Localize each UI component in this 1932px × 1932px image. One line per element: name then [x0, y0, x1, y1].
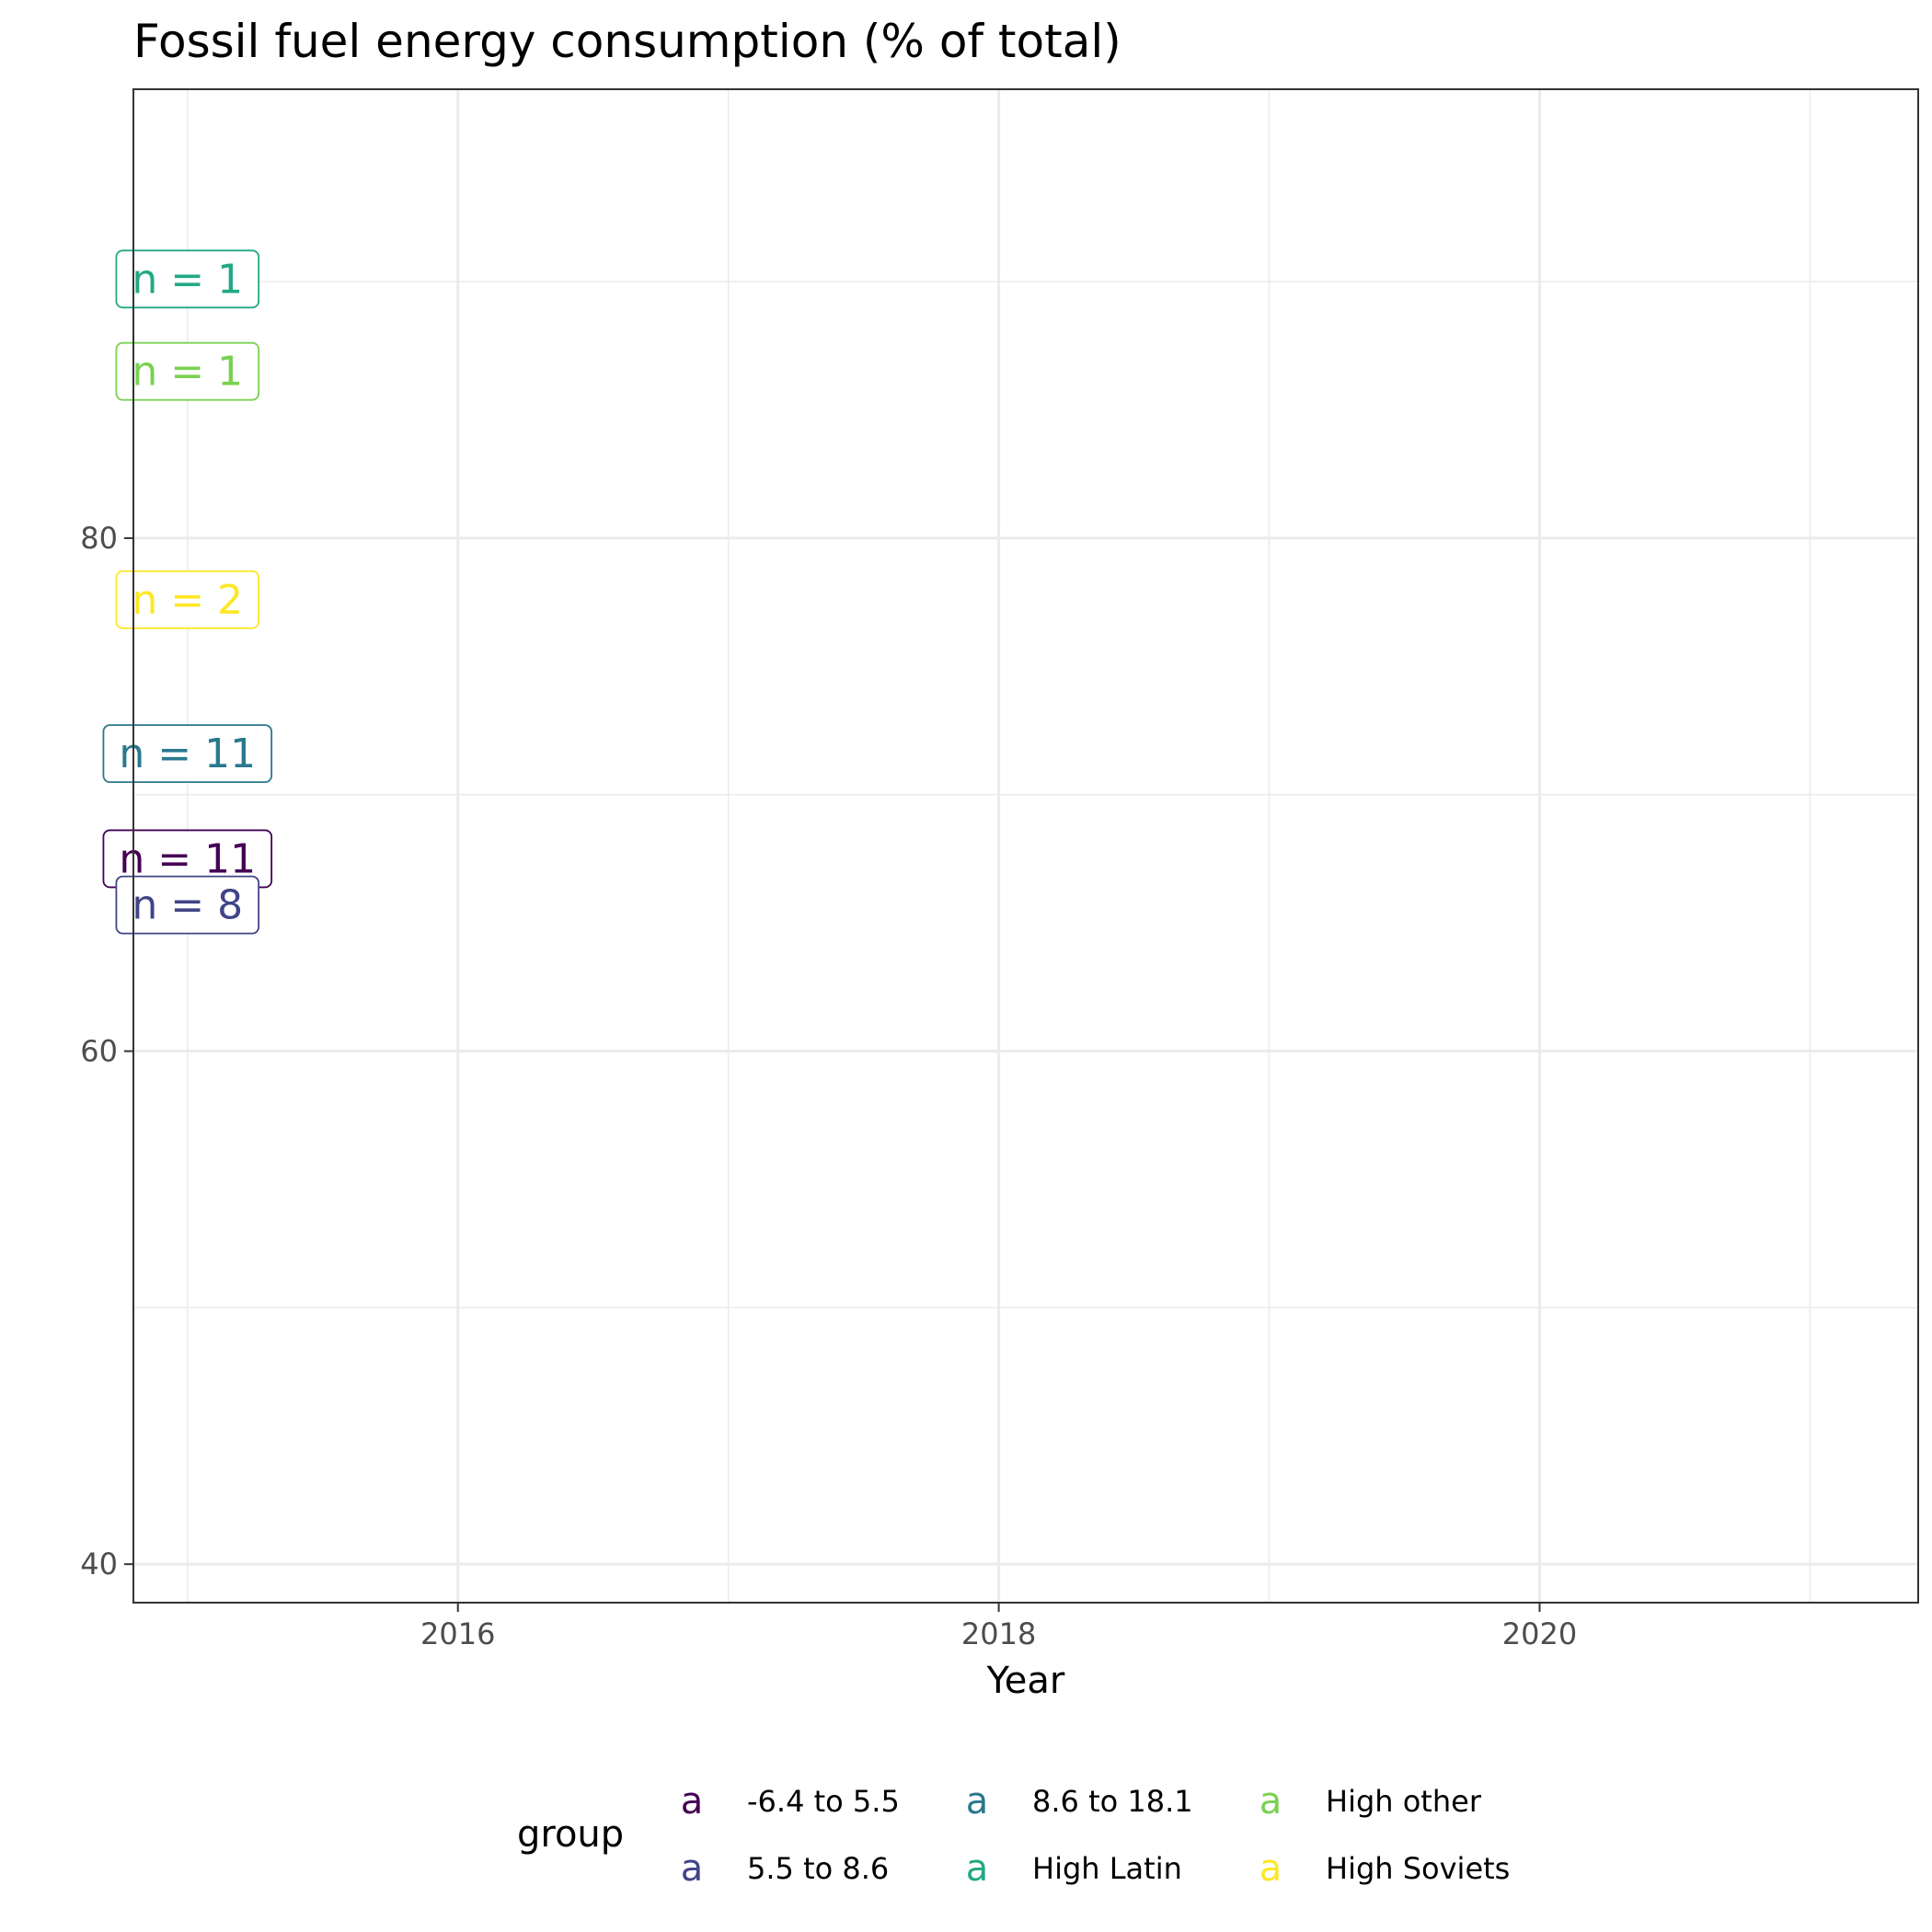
legend-entry-2: a 8.6 to 18.1: [966, 1780, 1193, 1823]
legend-key-3: a: [966, 1847, 989, 1890]
x-tick-label-2: 2020: [1502, 1616, 1577, 1651]
label-text-1: n = 8: [132, 882, 243, 929]
legend-label-3: High Latin: [1032, 1851, 1182, 1886]
data-label-3: n = 1: [115, 249, 260, 309]
label-text-3: n = 1: [132, 256, 243, 303]
plot-border: [132, 88, 1919, 1604]
legend-key-2: a: [966, 1780, 989, 1823]
grid-major: [133, 89, 1918, 1603]
plot-panel: [133, 89, 1918, 1603]
data-label-2: n = 11: [102, 724, 273, 784]
x-axis: 2016 2018 2020: [420, 1603, 1577, 1651]
label-text-5: n = 2: [132, 577, 243, 624]
legend-label-5: High Soviets: [1326, 1851, 1510, 1886]
y-tick-label-1: 60: [80, 1034, 118, 1069]
legend-label-2: 8.6 to 18.1: [1032, 1784, 1193, 1819]
legend-label-1: 5.5 to 8.6: [747, 1851, 889, 1886]
legend-entry-3: a High Latin: [966, 1847, 1182, 1890]
legend: group a -6.4 to 5.5 a 5.5 to 8.6 a 8.6 to 18.…: [517, 1780, 1510, 1890]
legend-label-0: -6.4 to 5.5: [747, 1784, 900, 1819]
legend-key-4: a: [1259, 1780, 1282, 1823]
data-label-4: n = 1: [115, 341, 260, 401]
label-text-2: n = 11: [119, 730, 256, 777]
x-axis-title: Year: [986, 1660, 1065, 1702]
data-label-5: n = 2: [115, 569, 260, 629]
legend-entry-0: a -6.4 to 5.5: [681, 1780, 900, 1823]
legend-entry-5: a High Soviets: [1259, 1847, 1511, 1890]
grid-minor: [133, 89, 1918, 1603]
label-box-2: [102, 724, 273, 784]
legend-key-1: a: [681, 1847, 704, 1890]
label-box-4: [115, 341, 260, 401]
x-tick-label-0: 2016: [420, 1616, 495, 1651]
x-tick-label-1: 2018: [961, 1616, 1036, 1651]
label-text-0: n = 11: [119, 835, 256, 882]
y-tick-label-2: 80: [80, 521, 118, 556]
label-box-1: [115, 875, 260, 935]
y-axis: 40 60 80: [80, 521, 133, 1581]
data-labels: n = 11n = 8n = 11n = 1n = 1n = 2: [102, 249, 273, 935]
data-label-1: n = 8: [115, 875, 260, 935]
legend-label-4: High other: [1326, 1784, 1482, 1819]
legend-entry-4: a High other: [1259, 1780, 1482, 1823]
label-text-4: n = 1: [132, 349, 243, 396]
legend-entry-1: a 5.5 to 8.6: [681, 1847, 890, 1890]
legend-key-0: a: [681, 1780, 704, 1823]
legend-title: group: [517, 1813, 624, 1856]
legend-key-5: a: [1259, 1847, 1282, 1890]
data-label-0: n = 11: [102, 829, 273, 889]
y-tick-label-0: 40: [80, 1547, 118, 1581]
label-box-5: [115, 569, 260, 629]
label-box-3: [115, 249, 260, 309]
chart-title: Fossil fuel energy consumption (% of tot…: [133, 15, 1121, 68]
